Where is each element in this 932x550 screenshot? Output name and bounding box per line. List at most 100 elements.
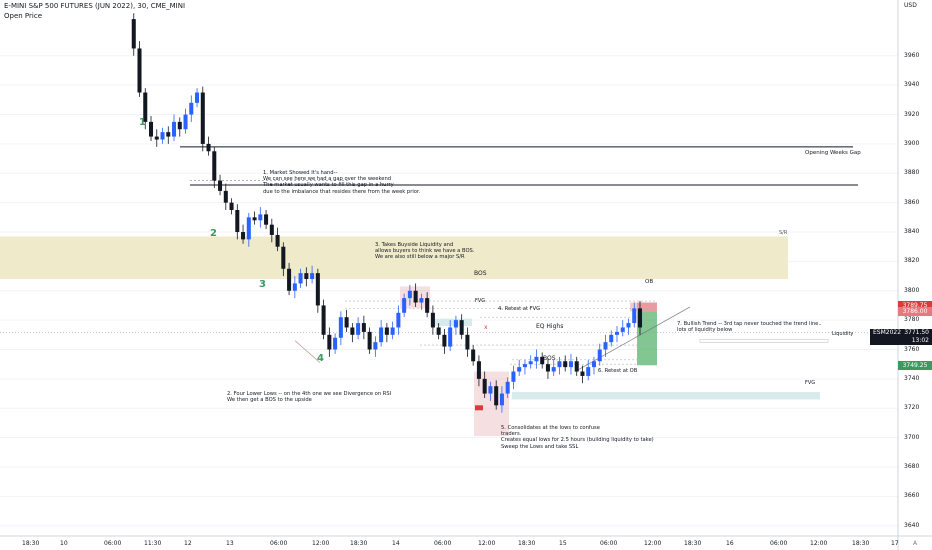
candle-body xyxy=(448,327,453,347)
candle-body xyxy=(609,334,614,343)
y-tick-label: 3680 xyxy=(904,462,920,470)
x-tick-label: 12:00 xyxy=(478,540,496,547)
candle-body xyxy=(626,323,631,328)
candle-body xyxy=(189,102,194,115)
candle-body xyxy=(246,217,251,240)
annotation-6: 6. Retest at OB xyxy=(598,368,638,374)
x-tick-label: 15 xyxy=(559,540,567,547)
wave-label-3: 3 xyxy=(259,279,266,290)
candle-body xyxy=(229,202,234,210)
x-tick-label: 12:00 xyxy=(644,540,662,547)
x-tick-label: 18:30 xyxy=(684,540,702,547)
x-tick-label: 18:30 xyxy=(22,540,40,547)
liquidity-label: Liquidity xyxy=(832,331,854,337)
candle-body xyxy=(476,361,481,379)
y-tick-label: 3800 xyxy=(904,286,920,294)
candle-body xyxy=(131,19,136,49)
candle-body xyxy=(172,121,177,137)
candle-body xyxy=(218,180,223,191)
candle-body xyxy=(361,323,366,332)
candle-body xyxy=(183,114,188,130)
current-price-badge: ESM2022 3771.50 13:02 xyxy=(870,328,932,345)
candle-body xyxy=(425,298,430,313)
y-tick-label: 3780 xyxy=(904,316,920,324)
y-tick-label: 3760 xyxy=(904,345,920,353)
fvg-label-1: FVG xyxy=(475,298,486,304)
candle-body xyxy=(517,367,522,372)
x-tick-label: 12:00 xyxy=(810,540,828,547)
candle-body xyxy=(137,48,142,93)
candle-body xyxy=(241,232,246,240)
price-badge-target: 3749.25 xyxy=(898,360,932,370)
x-marker: x xyxy=(484,324,488,331)
candle-body xyxy=(292,283,297,291)
wave-label-1: 1 xyxy=(139,117,146,128)
wave-label-4: 4 xyxy=(317,353,324,364)
candle-body xyxy=(367,331,372,350)
x-tick-label: 12 xyxy=(184,540,192,547)
candle-body xyxy=(356,323,361,335)
candle-body xyxy=(200,92,205,144)
ob-label: OB xyxy=(645,279,654,285)
x-tick-label: 18:30 xyxy=(852,540,870,547)
candle-body xyxy=(580,371,585,376)
candle-body xyxy=(586,367,591,376)
current-price: 3771.50 xyxy=(904,328,929,336)
y-tick-label: 3880 xyxy=(904,169,920,177)
bar-countdown: 13:02 xyxy=(911,336,929,344)
y-tick-label: 3960 xyxy=(904,51,920,59)
candle-body xyxy=(482,378,487,394)
stop-zone xyxy=(637,302,657,312)
fvg-label-2: FVG xyxy=(805,380,816,386)
candle-body xyxy=(402,298,407,313)
candle-body xyxy=(258,214,263,221)
candle-body xyxy=(568,361,573,368)
candle-body xyxy=(154,136,159,140)
x-tick-label: 10 xyxy=(60,540,68,547)
candle-body xyxy=(298,273,303,284)
candle-body xyxy=(545,364,550,372)
candle-body xyxy=(373,342,378,350)
y-tick-label: 3660 xyxy=(904,492,920,500)
annotation-4: 4. Retest at FVG xyxy=(498,306,541,312)
y-tick-label: 3640 xyxy=(904,521,920,529)
auto-scale-button[interactable]: A xyxy=(913,540,918,547)
candle-body xyxy=(597,349,602,362)
candle-body xyxy=(591,361,596,368)
candle-body xyxy=(494,386,499,406)
candle-body xyxy=(148,121,154,137)
candle-body xyxy=(551,367,556,372)
candle-body xyxy=(603,342,608,350)
candle-body xyxy=(269,224,274,235)
x-tick-label: 12:00 xyxy=(312,540,330,547)
candle-body xyxy=(350,327,355,335)
y-tick-label: 3700 xyxy=(904,433,920,441)
x-tick-label: 18:30 xyxy=(518,540,536,547)
price-badge-ob: 3786.00 xyxy=(898,306,932,316)
x-tick-label: 13 xyxy=(226,540,234,547)
bos-label-2: BOS xyxy=(543,355,556,362)
x-tick-label: 06:00 xyxy=(104,540,122,547)
annotation-5: 5. Consolidates at the lows to confuse t… xyxy=(501,425,654,450)
x-tick-label: 14 xyxy=(392,540,400,547)
candle-body xyxy=(471,349,476,362)
candle-body xyxy=(499,393,504,406)
candle-body xyxy=(620,327,625,332)
divergence-line xyxy=(294,340,321,364)
x-tick-label: 06:00 xyxy=(270,540,288,547)
y-tick-label: 3900 xyxy=(904,139,920,147)
candle-body xyxy=(430,312,435,328)
chart-title: E-MINI S&P 500 FUTURES (JUN 2022), 30, C… xyxy=(4,2,186,10)
candle-body xyxy=(637,308,643,328)
annotation-7: 7. Bullish Trend -- 3rd tap never touche… xyxy=(677,321,822,334)
eq-highs-label: EQ Highs xyxy=(536,323,564,330)
y-tick-label: 3940 xyxy=(904,81,920,89)
candle-body xyxy=(304,273,309,280)
candle-body xyxy=(195,92,200,103)
x-tick-label: 06:00 xyxy=(434,540,452,547)
candle-body xyxy=(212,151,217,181)
candle-body xyxy=(287,268,292,291)
flag-marker xyxy=(475,405,483,411)
